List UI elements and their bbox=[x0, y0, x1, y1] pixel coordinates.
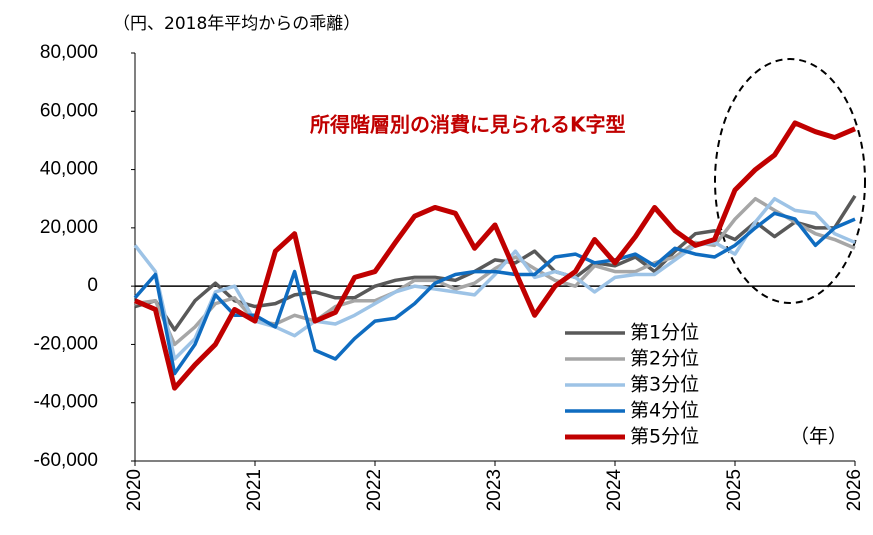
x-tick-label: 2020 bbox=[124, 469, 145, 511]
x-tick-label: 2026 bbox=[844, 469, 865, 511]
x-tick-label: 2024 bbox=[604, 469, 625, 512]
y-tick-label: 20,000 bbox=[40, 217, 98, 238]
y-tick-label: 80,000 bbox=[40, 42, 98, 63]
annotation: 所得階層別の消費に見られるK字型 bbox=[310, 113, 626, 137]
x-tick-label: 2022 bbox=[364, 469, 385, 511]
y-tick-label: 0 bbox=[87, 275, 98, 296]
y-tick-label: 60,000 bbox=[40, 100, 98, 121]
legend-label: 第5分位 bbox=[630, 426, 699, 448]
x-unit: （年） bbox=[790, 426, 847, 448]
x-tick-label: 2025 bbox=[724, 469, 745, 511]
series-line bbox=[134, 120, 856, 391]
y-tick-label: 40,000 bbox=[40, 159, 98, 180]
legend-label: 第4分位 bbox=[630, 400, 699, 422]
series-line bbox=[134, 194, 857, 332]
series-line bbox=[133, 211, 856, 376]
y-tick-label: -20,000 bbox=[34, 333, 98, 354]
x-tick-label: 2021 bbox=[244, 469, 265, 511]
x-tick-label: 2023 bbox=[484, 469, 505, 511]
highlight-ellipse bbox=[714, 58, 866, 304]
subtitle: （円、2018年平均からの乖離） bbox=[113, 14, 360, 34]
y-tick-label: -40,000 bbox=[34, 392, 98, 413]
legend-label: 第3分位 bbox=[630, 374, 699, 396]
legend-label: 第2分位 bbox=[630, 348, 699, 370]
y-tick-label: -60,000 bbox=[34, 450, 98, 471]
legend-label: 第1分位 bbox=[630, 322, 699, 344]
